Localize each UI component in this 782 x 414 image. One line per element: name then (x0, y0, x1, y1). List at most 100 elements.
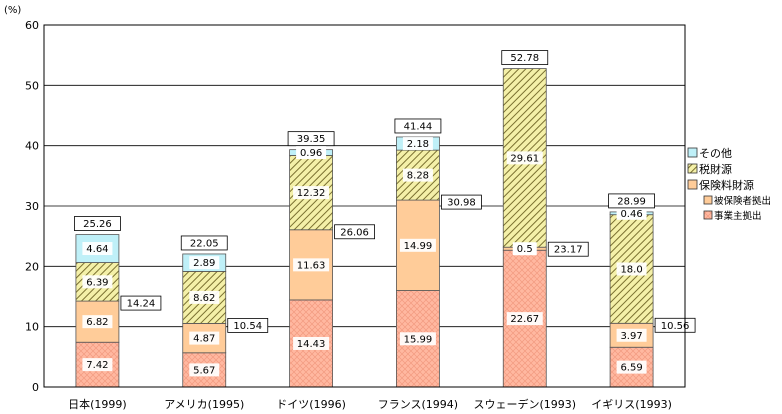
insurance-subtotal-label-box (120, 295, 162, 311)
segment-label-bg (293, 336, 330, 350)
legend-swatch-insured (703, 195, 713, 205)
total-value-label-box (287, 131, 335, 147)
insurance-subtotal-label-box (227, 318, 269, 333)
y-tick-label: 50 (25, 79, 39, 92)
segment-label-bg (82, 315, 113, 329)
segment-value-label: 29.61 (510, 153, 539, 164)
total-value-label-box (394, 118, 442, 134)
segment-label-bg (189, 331, 220, 345)
segment-value-label: 22.67 (510, 314, 539, 325)
legend: その他 税財源 保険料財源 被保険者拠出 事業主拠出 (687, 147, 771, 222)
x-category-label: 日本(1999) (68, 397, 127, 411)
segment-label-bg (189, 290, 220, 304)
y-tick-label: 40 (25, 140, 39, 153)
total-value-label-box (608, 193, 655, 209)
total-value-label: 41.44 (404, 121, 433, 132)
y-unit-label: (%) (4, 5, 21, 16)
total-value-label-box (180, 235, 228, 251)
x-category-label: イギリス(1993) (591, 398, 672, 411)
segment-label-bg (399, 238, 436, 252)
total-value-label-box (74, 216, 121, 231)
y-axis-ticks: 0 10 20 30 40 50 60 (25, 19, 39, 394)
data-labels: 7.42 6.82 6.39 4.64 25.26 14.24 5.67 4.87 8.62 2.… (74, 50, 696, 377)
segment-value-label: 18.0 (620, 264, 642, 275)
segment-value-label: 2.18 (407, 139, 429, 150)
legend-swatch-employer (703, 210, 713, 220)
segment-value-label: 6.39 (86, 277, 108, 288)
total-value-label: 28.99 (617, 196, 646, 207)
x-axis-categories: 日本(1999) アメリカ(1995) ドイツ(1996) フランス(1994) スウェ… (68, 397, 672, 411)
y-tick-label: 30 (25, 200, 39, 213)
x-category-label: ドイツ(1996) (276, 398, 346, 411)
plot-frame (43, 24, 686, 388)
segment-label-bg (189, 363, 220, 377)
segment-label-bg (82, 242, 113, 256)
segment-label-bg (82, 358, 113, 372)
total-value-label: 22.05 (190, 238, 219, 249)
segment-value-label: 3.97 (620, 331, 642, 342)
segment-value-label: 12.32 (297, 188, 326, 199)
legend-label-insured: 被保険者拠出 (714, 195, 771, 207)
segment-value-label: 2.89 (193, 258, 215, 269)
legend-swatch-insurance (687, 179, 698, 190)
insurance-subtotal-label: 10.54 (233, 321, 262, 332)
segment-value-label: 11.63 (297, 260, 326, 271)
y-tick-label: 20 (25, 260, 39, 273)
segment-value-label: 4.87 (193, 334, 215, 345)
x-category-label: フランス(1994) (378, 398, 458, 411)
total-value-label-box (501, 50, 549, 65)
y-tick-label: 60 (25, 19, 39, 32)
insurance-subtotal-label: 26.06 (340, 227, 369, 238)
insurance-subtotal-label: 23.17 (554, 245, 583, 256)
segment-value-label: 8.28 (407, 171, 429, 182)
segment-label-bg (512, 242, 537, 256)
segment-label-bg (399, 332, 436, 346)
legend-label-other: その他 (699, 147, 732, 160)
segment-label-bg (189, 256, 220, 270)
segment-label-bg (82, 275, 113, 289)
legend-label-employer: 事業主拠出 (714, 210, 762, 222)
y-tick-label: 10 (25, 321, 39, 334)
segment-value-label: 5.67 (193, 365, 215, 376)
total-value-label: 25.26 (83, 219, 112, 230)
segment-label-bg (506, 151, 543, 165)
gridlines (44, 84, 685, 328)
segment-label-bg (616, 360, 647, 374)
segment-label-bg (402, 168, 433, 182)
total-value-label: 39.35 (297, 134, 326, 145)
segment-label-bg (293, 258, 330, 272)
segment-value-label: 0.5 (517, 244, 533, 255)
segment-value-label: 0.96 (300, 148, 322, 159)
insurance-subtotal-label-box (441, 194, 482, 210)
legend-label-insurance: 保険料財源 (699, 178, 754, 192)
segment-label-bg (296, 146, 327, 160)
segment-value-label: 0.46 (620, 209, 642, 220)
x-category-label: アメリカ(1995) (164, 398, 244, 411)
segment-value-label: 8.62 (193, 293, 215, 304)
segment-label-bg (616, 206, 647, 220)
segment-value-label: 6.82 (86, 317, 108, 328)
segment-value-label: 4.64 (86, 244, 108, 255)
insurance-subtotal-label: 10.56 (661, 321, 690, 332)
segment-value-label: 15.99 (404, 334, 433, 345)
segment-value-label: 6.59 (620, 363, 642, 374)
segment-value-label: 14.43 (297, 339, 326, 350)
segment-label-bg (293, 186, 330, 200)
segment-label-bg (616, 262, 647, 276)
total-value-label: 52.78 (510, 53, 539, 64)
insurance-subtotal-label: 14.24 (127, 299, 156, 310)
segment-value-label: 7.42 (86, 360, 108, 371)
insurance-subtotal-label-box (547, 241, 589, 257)
legend-label-tax: 税財源 (699, 162, 732, 176)
segment-value-label: 14.99 (404, 241, 433, 252)
legend-swatch-tax (687, 163, 698, 174)
legend-swatch-other (687, 147, 698, 158)
x-category-label: スウェーデン(1993) (473, 397, 576, 411)
insurance-subtotal-label-box (334, 224, 375, 240)
segment-label-bg (506, 312, 543, 326)
segment-label-bg (616, 328, 647, 342)
insurance-subtotal-label: 30.98 (447, 198, 476, 209)
y-tick-label: 0 (32, 381, 39, 394)
segment-label-bg (402, 137, 433, 151)
